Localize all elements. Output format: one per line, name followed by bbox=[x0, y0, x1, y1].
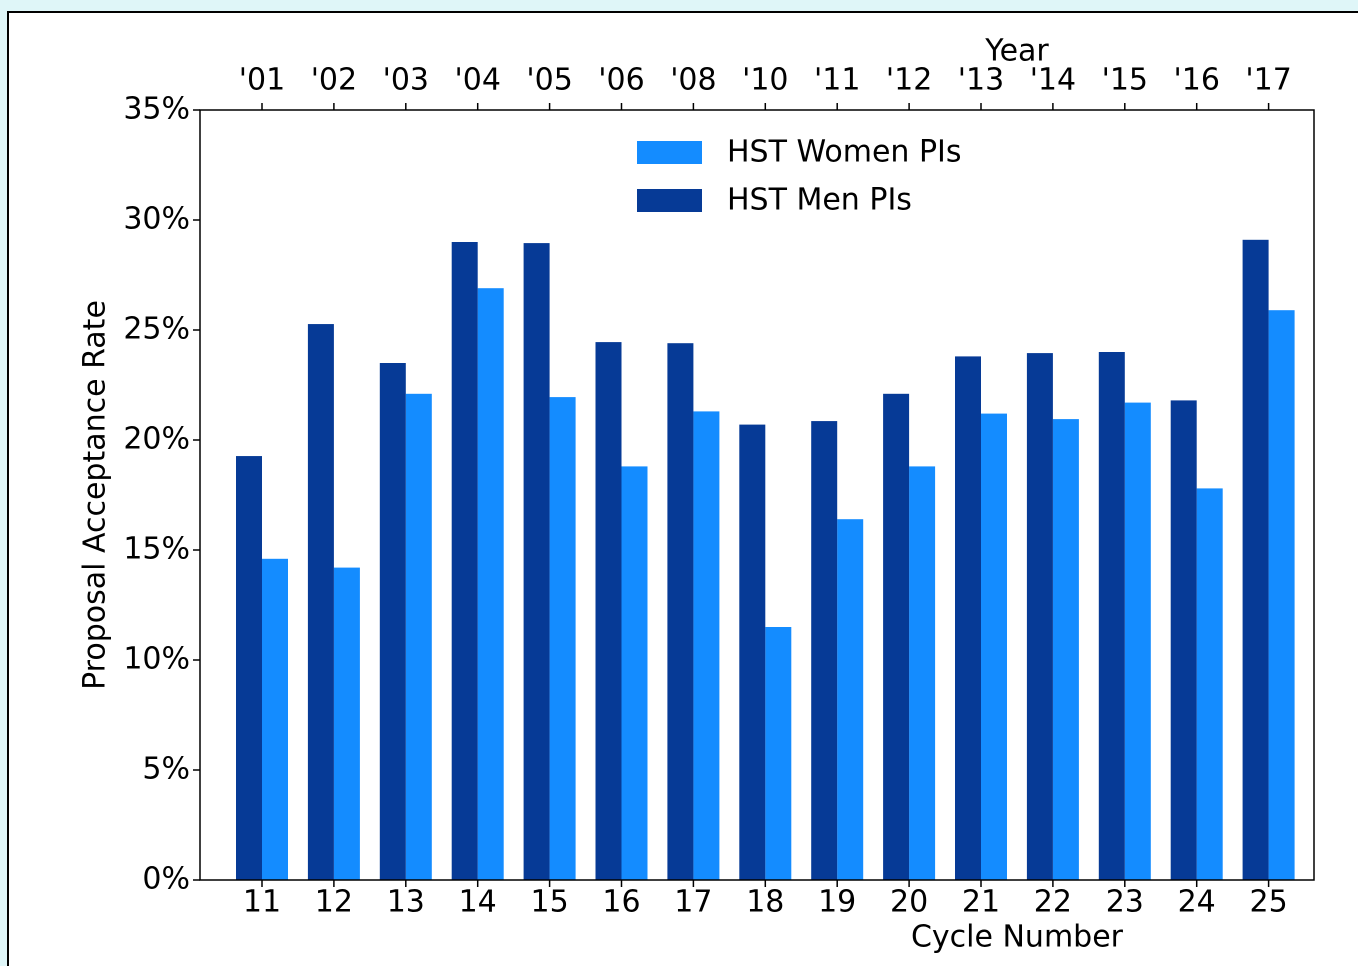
top-tick-label: '12 bbox=[886, 63, 932, 98]
x-tick-label: 20 bbox=[890, 885, 928, 920]
x-tick-label: 13 bbox=[387, 885, 425, 920]
bar bbox=[236, 456, 262, 880]
top-tick-label: '01 bbox=[239, 63, 285, 98]
bar bbox=[909, 466, 936, 880]
top-tick-label: '10 bbox=[742, 63, 788, 98]
top-tick-label: '04 bbox=[454, 63, 500, 98]
legend-label: HST Men PIs bbox=[727, 183, 912, 218]
y-axis-label: Proposal Acceptance Rate bbox=[78, 300, 113, 690]
bar bbox=[262, 558, 288, 880]
top-tick-label: '02 bbox=[311, 63, 357, 98]
top-tick-label: '14 bbox=[1030, 63, 1076, 98]
bar bbox=[477, 288, 504, 880]
top-tick-label: '17 bbox=[1245, 63, 1291, 98]
bar bbox=[1268, 310, 1295, 880]
x-tick-label: 19 bbox=[818, 885, 856, 920]
x-tick-label: 16 bbox=[602, 885, 640, 920]
bar bbox=[811, 421, 838, 880]
y-tick-label: 0% bbox=[142, 862, 190, 897]
top-tick-label: '08 bbox=[670, 63, 716, 98]
x-tick-label: 25 bbox=[1250, 885, 1288, 920]
bar bbox=[451, 242, 478, 880]
x-tick-label: 24 bbox=[1178, 885, 1216, 920]
x-tick-label: 11 bbox=[243, 885, 281, 920]
y-tick-label: 20% bbox=[123, 422, 190, 457]
bar bbox=[981, 413, 1007, 880]
x-tick-label: 22 bbox=[1034, 885, 1072, 920]
bar bbox=[1098, 352, 1125, 880]
bar bbox=[1052, 419, 1079, 880]
x-tick-label: 18 bbox=[746, 885, 784, 920]
bar bbox=[307, 324, 334, 880]
bar bbox=[1196, 488, 1223, 880]
plot-frame bbox=[199, 109, 1315, 881]
x-axis-label: Cycle Number bbox=[911, 920, 1124, 955]
top-tick-label: '03 bbox=[383, 63, 429, 98]
bar bbox=[1026, 353, 1053, 881]
bar bbox=[883, 393, 910, 880]
top-axis-label: Year bbox=[984, 34, 1049, 69]
bar bbox=[595, 342, 622, 881]
top-tick-label: '11 bbox=[814, 63, 860, 98]
bar bbox=[667, 343, 694, 880]
y-tick-label: 10% bbox=[123, 642, 190, 677]
x-tick-label: 15 bbox=[531, 885, 569, 920]
bar bbox=[1170, 400, 1197, 880]
bar bbox=[549, 397, 576, 880]
bar bbox=[955, 356, 981, 880]
top-tick-label: '16 bbox=[1173, 63, 1219, 98]
legend-swatch bbox=[637, 189, 702, 212]
bar bbox=[405, 393, 432, 880]
y-tick-label: 35% bbox=[123, 92, 190, 127]
x-tick-label: 12 bbox=[315, 885, 353, 920]
y-tick-label: 15% bbox=[123, 532, 190, 567]
bar bbox=[1242, 239, 1269, 881]
bar bbox=[379, 363, 406, 880]
bar bbox=[523, 243, 550, 881]
y-tick-label: 25% bbox=[123, 312, 190, 347]
y-tick-label: 5% bbox=[142, 752, 190, 787]
legend-label: HST Women PIs bbox=[727, 135, 962, 170]
top-tick-label: '05 bbox=[526, 63, 572, 98]
top-tick-label: '13 bbox=[958, 63, 1004, 98]
bar bbox=[693, 411, 720, 880]
bar bbox=[837, 519, 864, 880]
top-tick-label: '15 bbox=[1102, 63, 1148, 98]
y-tick-label: 30% bbox=[123, 202, 190, 237]
bar bbox=[739, 424, 766, 880]
top-tick-label: '06 bbox=[598, 63, 644, 98]
bar bbox=[621, 466, 648, 880]
legend-swatch bbox=[637, 141, 702, 164]
x-tick-label: 21 bbox=[962, 885, 1000, 920]
x-tick-label: 23 bbox=[1106, 885, 1144, 920]
bar bbox=[765, 627, 792, 880]
bar bbox=[333, 567, 360, 880]
x-tick-label: 17 bbox=[674, 885, 712, 920]
bar bbox=[1124, 402, 1151, 880]
x-tick-label: 14 bbox=[459, 885, 497, 920]
